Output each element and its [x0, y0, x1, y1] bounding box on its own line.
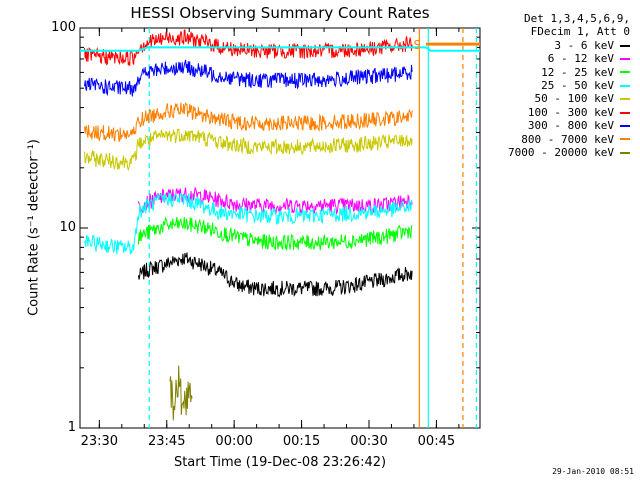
legend-swatch	[620, 57, 630, 60]
legend-swatch	[620, 71, 630, 74]
legend-label: 50 - 100 keV	[534, 92, 614, 106]
legend-label: 100 - 300 keV	[527, 105, 614, 119]
legend-swatch	[620, 124, 630, 127]
series-line	[137, 216, 413, 251]
legend-item: 50 - 100 keV	[484, 92, 636, 105]
legend-label: 12 - 25 keV	[541, 65, 614, 79]
series-line	[84, 128, 413, 171]
legend-header-line: Det 1,3,4,5,6,9,	[524, 12, 630, 25]
series-line	[137, 252, 413, 298]
legend-header-line: FDecim 1, Att 0	[530, 25, 630, 39]
series-line	[169, 365, 193, 421]
legend-item: 800 - 7000 keV	[484, 133, 636, 146]
legend-item: 300 - 800 keV	[484, 119, 636, 132]
footer-date: 29-Jan-2010 08:51	[552, 467, 634, 476]
legend-swatch	[620, 111, 630, 114]
legend-swatch	[620, 138, 630, 141]
legend-swatch	[620, 84, 630, 87]
x-tick-label: 00:45	[417, 434, 456, 449]
legend-swatch	[620, 44, 630, 47]
series-line	[84, 102, 413, 143]
y-tick-label: 1	[67, 420, 76, 435]
legend-swatch	[620, 98, 630, 101]
series-line	[84, 59, 413, 97]
legend-item: 7000 - 20000 keV	[484, 146, 636, 159]
legend-label: 300 - 800 keV	[527, 119, 614, 133]
legend-item: 100 - 300 keV	[484, 106, 636, 119]
plot-frame	[79, 27, 481, 429]
legend-label: 25 - 50 keV	[541, 79, 614, 93]
legend-label: 800 - 7000 keV	[521, 132, 614, 146]
series-line	[84, 192, 413, 255]
legend-item: 12 - 25 keV	[484, 66, 636, 79]
x-tick-label: 00:00	[215, 434, 253, 449]
x-tick-label: 23:45	[148, 434, 186, 449]
annotation-s: S	[413, 38, 420, 52]
legend-label: 7000 - 20000 keV	[508, 146, 614, 160]
x-tick-label: 00:15	[282, 434, 321, 449]
x-tick-label: 23:30	[80, 434, 119, 449]
x-tick-label: 00:30	[350, 434, 388, 449]
legend-item: 25 - 50 keV	[484, 79, 636, 92]
y-tick-label: 100	[51, 20, 76, 35]
legend: Det 1,3,4,5,6,9, FDecim 1, Att 0 3 - 6 k…	[484, 12, 636, 159]
y-tick-label: 10	[59, 220, 76, 235]
attenuator-line	[80, 46, 480, 52]
legend-label: 3 - 6 keV	[554, 38, 614, 52]
legend-item: 6 - 12 keV	[484, 52, 636, 65]
legend-swatch	[620, 151, 630, 154]
x-axis-label: Start Time (19-Dec-08 23:26:42)	[173, 455, 387, 470]
legend-label: 6 - 12 keV	[547, 52, 614, 66]
legend-item: 3 - 6 keV	[484, 39, 636, 52]
chart-title: HESSI Observing Summary Count Rates	[130, 4, 430, 22]
